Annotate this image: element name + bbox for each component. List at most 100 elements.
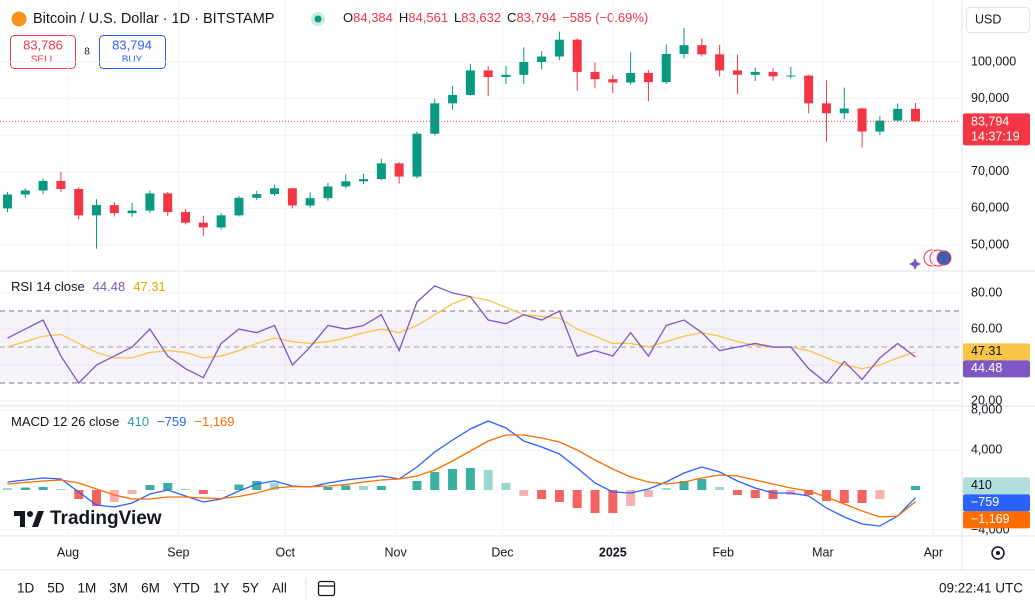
histogram-bar xyxy=(198,490,208,494)
histogram-bar xyxy=(181,489,191,490)
range-button[interactable]: 5Y xyxy=(242,581,259,596)
histogram-bar xyxy=(430,472,440,490)
histogram-bar xyxy=(323,487,333,490)
candle-body xyxy=(750,71,760,75)
histogram-bar xyxy=(875,490,885,499)
candle-body xyxy=(893,108,903,121)
candle-body xyxy=(145,193,155,211)
histogram-bar xyxy=(821,490,831,501)
range-button[interactable]: 1D xyxy=(17,581,35,596)
calendar-icon[interactable] xyxy=(317,580,336,597)
histogram-bar xyxy=(910,485,920,490)
candle-body xyxy=(252,194,262,198)
histogram-bar xyxy=(127,490,137,494)
histogram-bar xyxy=(109,490,119,502)
histogram-bar xyxy=(270,483,280,490)
currency-select[interactable] xyxy=(966,7,1030,33)
legend-value: 47.31 xyxy=(133,279,166,294)
candle-body xyxy=(875,120,885,132)
settings-icon[interactable] xyxy=(991,546,1005,560)
range-button[interactable]: YTD xyxy=(173,581,200,596)
macd-legend: MACD 12 26 close 410 −759 −1,169 xyxy=(11,414,235,429)
candle-body xyxy=(554,39,564,57)
range-button[interactable]: 6M xyxy=(141,581,160,596)
histogram-bar xyxy=(412,481,422,490)
candle-body xyxy=(394,163,404,177)
candle-body xyxy=(857,108,867,132)
legend-value: −1,169 xyxy=(194,414,234,429)
buy-label: BUY xyxy=(122,55,143,66)
histogram-bar xyxy=(661,488,671,490)
range-button[interactable]: All xyxy=(272,581,287,596)
histogram-bar xyxy=(376,486,386,490)
value-tag-bg xyxy=(963,477,1030,495)
histogram-bar xyxy=(697,479,707,490)
histogram-bar xyxy=(857,490,867,503)
histogram-bar xyxy=(643,490,653,497)
legend-value: 410 xyxy=(127,414,149,429)
sparkle-icon xyxy=(909,258,921,270)
value-tag: −1,169 xyxy=(971,512,1010,526)
sell-button[interactable] xyxy=(10,35,76,69)
candle-body xyxy=(216,215,226,228)
histogram-bar xyxy=(537,490,547,499)
histogram-bar xyxy=(252,481,262,490)
histogram-bar xyxy=(359,486,369,490)
x-tick-label: Apr xyxy=(924,545,943,559)
pane-title: MACD 12 26 close xyxy=(11,414,119,429)
event-flag[interactable] xyxy=(936,250,952,266)
y-tick-label: 80.00 xyxy=(971,285,1002,299)
candle-body xyxy=(626,72,636,83)
buy-button[interactable] xyxy=(99,35,166,69)
histogram-bar xyxy=(554,490,564,502)
brand-logo xyxy=(14,511,44,527)
histogram-bar xyxy=(839,490,849,503)
y-tick-label: 20.00 xyxy=(971,393,1002,407)
x-tick-label: Dec xyxy=(491,545,513,559)
ohlc-key: O xyxy=(343,10,353,25)
value-tag: 44.48 xyxy=(971,361,1002,375)
histogram-bar xyxy=(145,485,155,490)
range-button[interactable]: 1Y xyxy=(213,581,230,596)
buy-price: 83,794 xyxy=(112,37,152,52)
x-tick-label: Sep xyxy=(167,545,189,559)
clock: 09:22:41 UTC xyxy=(939,581,1023,596)
value-tag: 410 xyxy=(971,478,992,492)
x-tick-label: Feb xyxy=(712,545,734,559)
y-tick-label: 4,000 xyxy=(971,442,1002,456)
range-button[interactable]: 5D xyxy=(47,581,65,596)
y-tick-label: 60,000 xyxy=(971,201,1009,215)
histogram-bar xyxy=(679,481,689,490)
candle-body xyxy=(839,108,849,114)
histogram-bar xyxy=(732,490,742,495)
candle-body xyxy=(715,54,725,71)
candle-body xyxy=(768,71,778,77)
candle-body xyxy=(501,74,511,78)
value-tag-bg xyxy=(963,494,1030,512)
candle-body xyxy=(234,197,244,216)
y-tick-label: 100,000 xyxy=(971,54,1016,68)
candle-body xyxy=(20,190,30,195)
ohlc-change: −585 (−0.69%) xyxy=(562,10,648,25)
symbol-icon xyxy=(11,11,27,27)
rsi-line xyxy=(7,295,916,370)
value-tag-bg xyxy=(963,511,1030,529)
candle-body xyxy=(519,62,529,75)
candle-body xyxy=(198,222,208,228)
range-button[interactable]: 1M xyxy=(78,581,97,596)
candle-body xyxy=(323,186,333,199)
histogram-bar xyxy=(715,487,725,490)
range-button[interactable]: 3M xyxy=(109,581,128,596)
x-tick-label: Nov xyxy=(384,545,407,559)
ohlc-key: C xyxy=(507,10,516,25)
candle-body xyxy=(804,75,814,104)
y-tick-label: 70,000 xyxy=(971,164,1009,178)
histogram-bar xyxy=(608,490,618,513)
candle-body xyxy=(643,72,653,83)
ohlc-value: 84,384 xyxy=(353,10,393,25)
brand-logo-dot xyxy=(27,511,33,517)
histogram-bar xyxy=(448,469,458,490)
ohlc-value: 83,632 xyxy=(461,10,501,25)
symbol-title[interactable]: Bitcoin / U.S. Dollar · 1D · BITSTAMP xyxy=(33,11,274,27)
